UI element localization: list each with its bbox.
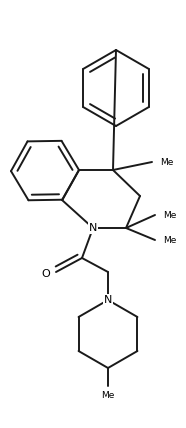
Text: N: N <box>89 223 97 233</box>
Text: N: N <box>104 295 112 305</box>
Text: Me: Me <box>101 392 115 401</box>
Text: Me: Me <box>163 211 176 220</box>
Text: O: O <box>42 269 50 279</box>
Text: Me: Me <box>160 158 173 166</box>
Text: O: O <box>42 269 50 279</box>
Text: N: N <box>104 295 112 305</box>
Text: Me: Me <box>163 235 176 244</box>
Text: N: N <box>89 223 97 233</box>
